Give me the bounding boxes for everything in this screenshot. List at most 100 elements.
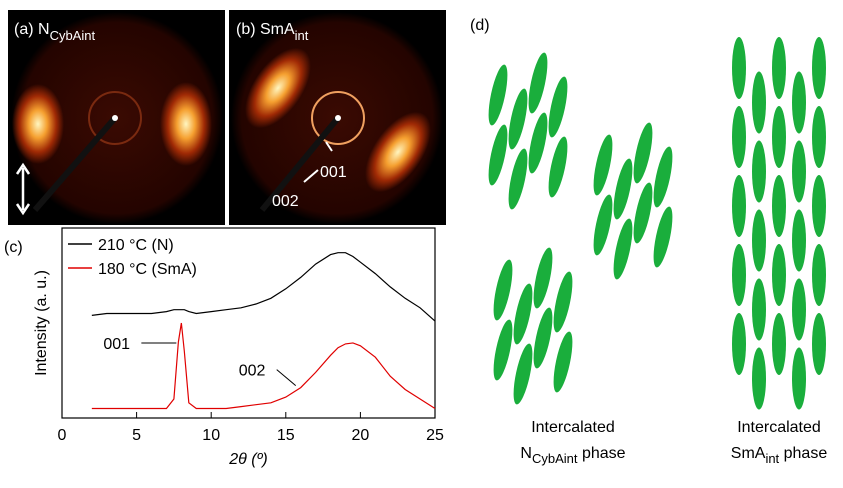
x-tick-label: 15 <box>277 427 295 444</box>
panel-label: (d) <box>470 17 490 34</box>
caption: Intercalated <box>737 419 821 436</box>
molecule <box>752 278 766 341</box>
molecule <box>548 76 568 138</box>
ring-001 <box>311 91 365 145</box>
molecule <box>553 271 573 333</box>
molecule <box>812 37 826 99</box>
molecule <box>508 148 528 210</box>
chart: 0 5 10 15 20 25 2θ (º) Intensity (a. u.) 210 °C … <box>33 227 444 468</box>
panel-label: (c) <box>4 239 23 256</box>
scattering-lobe <box>12 84 64 164</box>
molecule <box>653 146 673 208</box>
annotation-arrow <box>276 369 297 386</box>
molecule <box>792 278 806 341</box>
scattering-lobe <box>365 111 431 193</box>
molecule <box>513 343 533 405</box>
label-subscript: CybAint <box>50 28 96 43</box>
molecule <box>593 194 613 256</box>
molecule <box>772 244 786 306</box>
x-tick-label: 0 <box>58 427 67 444</box>
molecule <box>513 283 533 345</box>
x-tick-label: 20 <box>352 427 370 444</box>
molecule <box>772 175 786 237</box>
data-line <box>91 252 436 322</box>
molecule <box>772 37 786 99</box>
molecule <box>732 175 746 237</box>
molecule <box>528 112 548 174</box>
caption-subscript: int <box>765 451 779 466</box>
label: (a) N <box>14 21 50 38</box>
molecule <box>732 244 746 306</box>
molecule <box>752 209 766 272</box>
panel-a-image: (a) NCybAint <box>8 10 225 225</box>
x-tick-label: 5 <box>132 427 141 444</box>
x-tick-label: 25 <box>426 427 444 444</box>
caption: NCybAint phase <box>520 445 625 466</box>
beam-center <box>335 115 341 121</box>
caption-tail: phase <box>578 445 626 462</box>
molecule <box>792 71 806 134</box>
legend-label: 210 °C (N) <box>98 237 174 254</box>
molecule <box>732 37 746 99</box>
caption-subscript: CybAint <box>532 451 578 466</box>
molecule <box>792 347 806 410</box>
phase-diagram <box>488 37 826 410</box>
ring <box>88 91 142 145</box>
beamstop <box>32 116 118 212</box>
molecule <box>732 106 746 168</box>
data-line <box>91 322 436 410</box>
annotation-arrows <box>303 141 333 183</box>
molecule <box>752 347 766 410</box>
molecule <box>533 247 553 309</box>
molecule <box>792 209 806 272</box>
y-axis-label: Intensity (a. u.) <box>33 270 50 376</box>
molecule <box>528 52 548 114</box>
panel-b-image: (b) SmAint 001 002 <box>229 10 446 225</box>
caption-main: SmA <box>731 445 766 462</box>
molecule <box>508 88 528 150</box>
molecule <box>633 122 653 184</box>
caption: SmAint phase <box>731 445 828 466</box>
molecule <box>772 313 786 375</box>
scattering-lobe <box>245 47 311 129</box>
molecule <box>613 218 633 280</box>
annotation: 001 <box>320 164 347 181</box>
beamstop <box>259 116 341 212</box>
x-axis-label: 2θ (º) <box>228 451 268 468</box>
annotation: 001 <box>103 336 130 353</box>
arrow-heads <box>15 162 31 216</box>
annotation: 002 <box>239 363 266 380</box>
molecule <box>792 140 806 203</box>
caption-tail: phase <box>779 445 827 462</box>
molecule <box>752 140 766 203</box>
scattering-lobe <box>160 82 212 166</box>
caption: Intercalated <box>531 419 615 436</box>
molecule <box>488 64 508 126</box>
molecule <box>488 124 508 186</box>
plot-frame <box>61 227 436 419</box>
panel-label: (b) SmAint <box>236 21 309 43</box>
molecule <box>553 331 573 393</box>
x-tick-label: 10 <box>202 427 220 444</box>
molecule <box>752 71 766 134</box>
label-subscript: int <box>295 28 309 43</box>
label: (b) SmA <box>236 21 295 38</box>
legend-label: 180 °C (SmA) <box>98 261 197 278</box>
molecule <box>812 106 826 168</box>
molecule <box>732 313 746 375</box>
panel-label: (a) NCybAint <box>14 21 95 43</box>
caption-main: N <box>520 445 532 462</box>
molecule <box>653 206 673 268</box>
beam-center <box>112 115 118 121</box>
molecule <box>812 313 826 375</box>
molecule <box>533 307 553 369</box>
annotation: 002 <box>272 193 299 210</box>
molecule <box>812 244 826 306</box>
molecule <box>593 134 613 196</box>
molecule <box>633 182 653 244</box>
molecule <box>493 319 513 381</box>
molecule <box>772 106 786 168</box>
molecule <box>613 158 633 220</box>
molecule <box>548 136 568 198</box>
